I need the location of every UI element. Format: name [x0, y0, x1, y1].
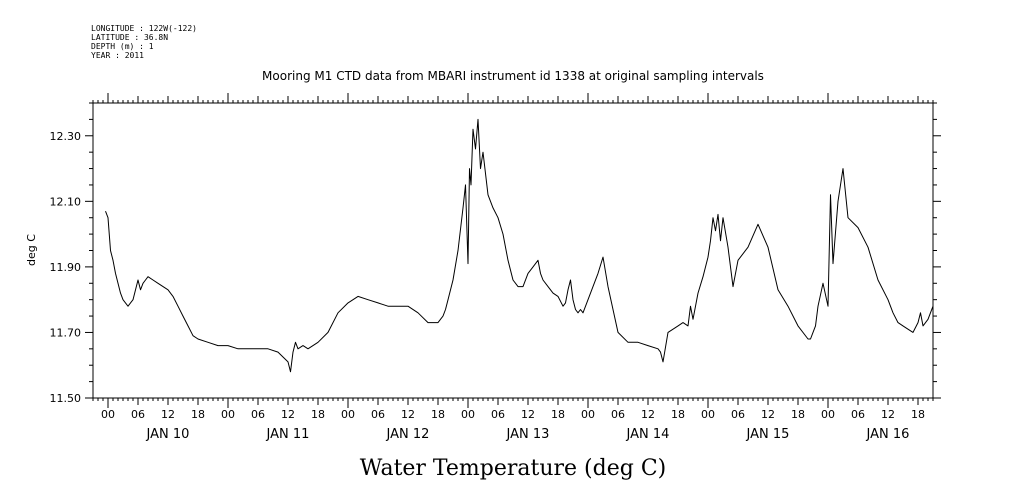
latitude-text: LATITUDE : 36.8N: [91, 33, 168, 42]
y-tick-label: 12.10: [50, 195, 82, 208]
x-hour-label: 00: [821, 408, 835, 421]
x-day-label: JAN 11: [266, 427, 310, 442]
x-hour-label: 18: [671, 408, 685, 421]
y-axis: 11.50 11.70 11.90 12.10 12.30: [50, 102, 941, 405]
x-day-label: JAN 15: [746, 427, 790, 442]
x-hour-label: 12: [761, 408, 775, 421]
temperature-line: [105, 118, 934, 373]
y-tick-label: 11.70: [50, 326, 82, 339]
x-hour-label: 12: [401, 408, 415, 421]
x-hour-label: 18: [191, 408, 205, 421]
metadata-header: LONGITUDE : 122W(-122) LATITUDE : 36.8N …: [91, 24, 197, 60]
x-hour-label: 00: [221, 408, 235, 421]
year-text: YEAR : 2011: [91, 51, 144, 60]
x-hour-label: 00: [461, 408, 475, 421]
bottom-title: Water Temperature (deg C): [360, 456, 667, 481]
y-tick-label: 11.90: [50, 261, 82, 274]
x-hour-label: 06: [611, 408, 625, 421]
x-hour-label: 06: [131, 408, 145, 421]
y-tick-label: 12.30: [50, 130, 82, 143]
x-day-label: JAN 14: [626, 427, 670, 442]
y-tick-label: 11.50: [50, 392, 82, 405]
x-hour-label: 00: [341, 408, 355, 421]
depth-text: DEPTH (m) : 1: [91, 42, 154, 51]
x-day-label: JAN 16: [866, 427, 910, 442]
chart-title: Mooring M1 CTD data from MBARI instrumen…: [262, 69, 764, 83]
x-hour-label: 18: [311, 408, 325, 421]
x-hour-label: 00: [581, 408, 595, 421]
x-hour-label: 18: [791, 408, 805, 421]
longitude-text: LONGITUDE : 122W(-122): [91, 24, 197, 33]
x-hour-label: 00: [101, 408, 115, 421]
x-day-label: JAN 10: [146, 427, 190, 442]
x-hour-label: 18: [431, 408, 445, 421]
x-hour-label: 12: [281, 408, 295, 421]
x-axis: 00 06 12 18 00 06 12 18 00 06 12 18 00 06 12 18 00 06 12 18…: [92, 93, 934, 442]
x-hour-label: 06: [731, 408, 745, 421]
x-hour-label: 06: [491, 408, 505, 421]
x-day-label: JAN 12: [386, 427, 430, 442]
x-hour-label: 12: [881, 408, 895, 421]
x-hour-label: 12: [161, 408, 175, 421]
y-axis-label: deg C: [25, 234, 38, 266]
series-group: [105, 118, 934, 373]
x-hour-label: 18: [911, 408, 925, 421]
x-hour-label: 12: [641, 408, 655, 421]
x-hour-label: 00: [701, 408, 715, 421]
x-hour-label: 06: [851, 408, 865, 421]
x-hour-label: 06: [371, 408, 385, 421]
x-day-label: JAN 13: [506, 427, 550, 442]
x-hour-label: 18: [551, 408, 565, 421]
plot-frame: [92, 102, 934, 399]
x-hour-label: 06: [251, 408, 265, 421]
x-hour-label: 12: [521, 408, 535, 421]
